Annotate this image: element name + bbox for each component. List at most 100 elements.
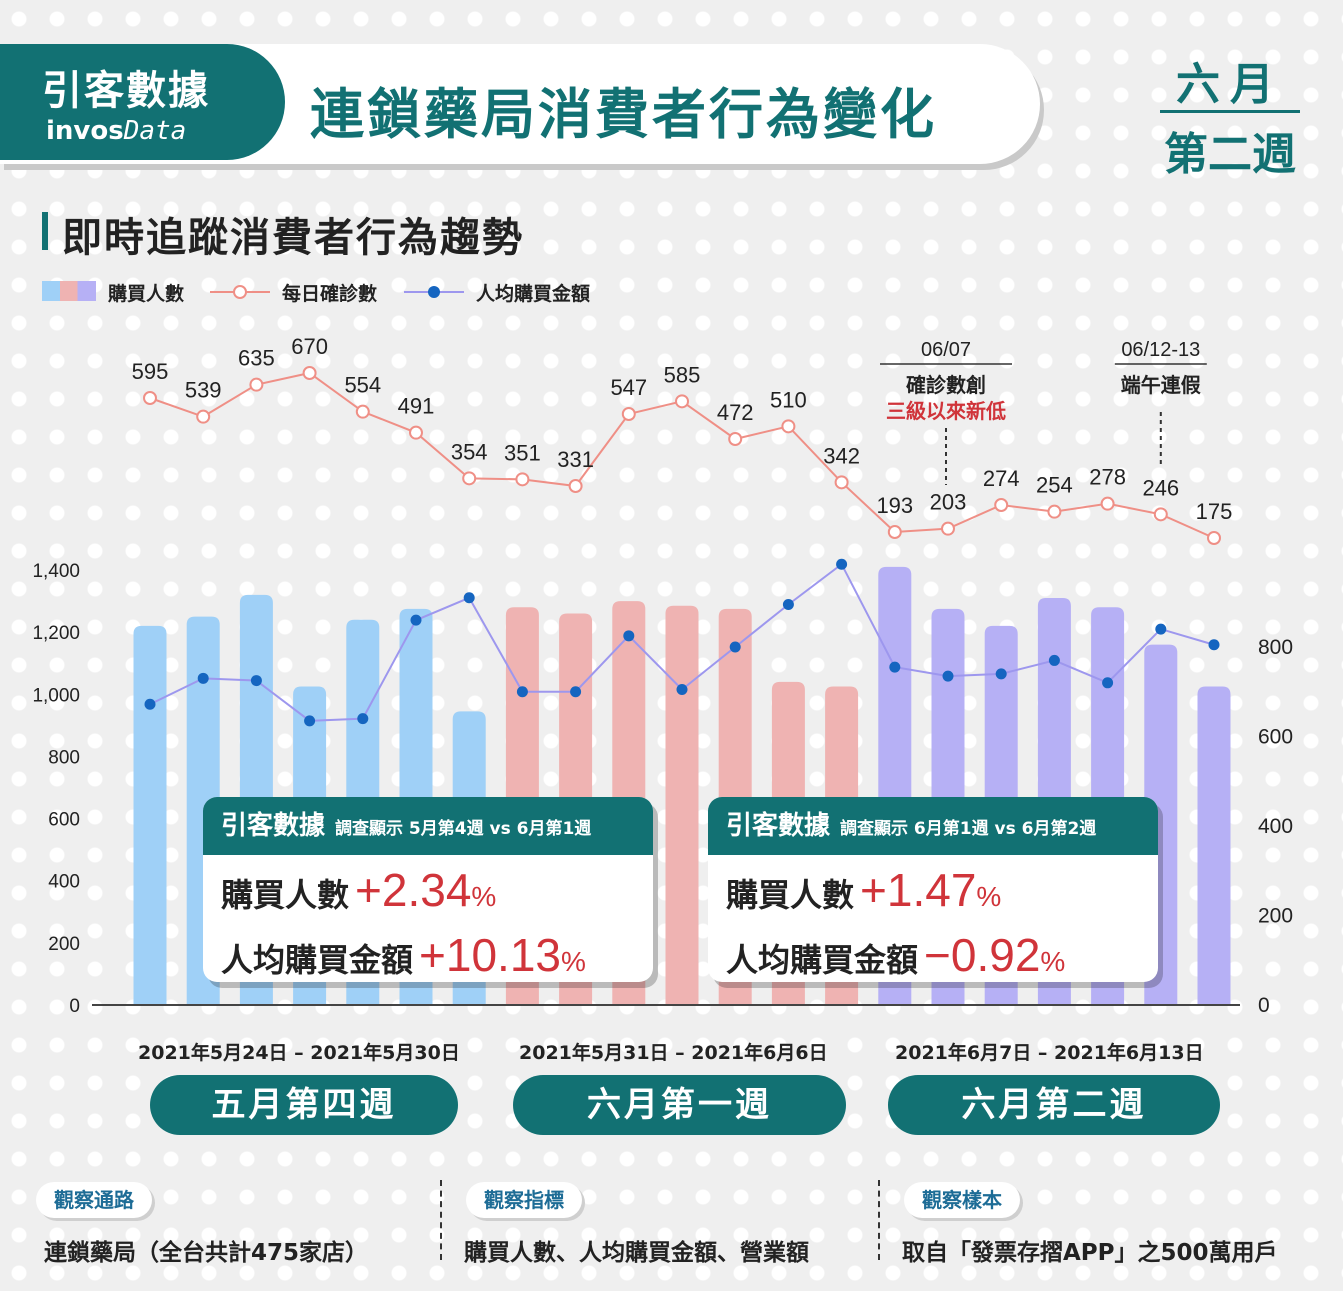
spend-point: [836, 558, 848, 570]
info-row-spend: 人均購買金額 −0.92%: [726, 929, 1066, 981]
bar-buyers: [1197, 686, 1231, 1005]
info-box-header: 引客數據 調查顯示 5月第4週 vs 6月第1週: [203, 797, 653, 855]
cases-data-label: 246: [1142, 475, 1179, 500]
cases-data-label: 203: [930, 490, 967, 515]
cases-point: [834, 475, 849, 490]
cases-data-label: 554: [344, 373, 381, 398]
cases-point: [515, 472, 530, 487]
cases-point: [728, 432, 743, 446]
cases-data-label: 585: [664, 362, 701, 387]
cases-point: [621, 407, 636, 421]
left-axis-tick: 400: [48, 872, 80, 893]
spend-point: [782, 598, 794, 610]
spend-point: [463, 592, 475, 604]
right-axis-tick: 0: [1258, 994, 1270, 1017]
cases-point: [941, 521, 955, 536]
legend-cases-label: 每日確診數: [282, 283, 378, 305]
left-axis-tick: 1,200: [32, 623, 80, 644]
week-label: 第二週: [1164, 129, 1296, 180]
page-title: 連鎖藥局消費者行為變化: [310, 83, 937, 146]
cases-point: [355, 404, 370, 419]
spend-point: [729, 641, 741, 653]
info-row-buyers: 購買人數 +2.34%: [221, 864, 497, 916]
cases-point: [887, 525, 902, 539]
cases-data-label: 547: [610, 375, 647, 400]
footer-tag-channel: 觀察通路: [36, 1182, 152, 1218]
spend-point: [570, 686, 582, 698]
info-box-header: 引客數據 調查顯示 6月第1週 vs 6月第2週: [708, 797, 1158, 855]
annotation-text: 端午連假: [1121, 373, 1202, 397]
left-axis-tick: 600: [48, 810, 80, 831]
footer-divider: [440, 1180, 442, 1260]
cases-point: [409, 425, 423, 440]
section-title: 即時追蹤消費者行為趨勢: [62, 215, 524, 261]
spend-point: [410, 614, 422, 626]
spend-point: [1155, 623, 1167, 635]
left-axis-tick: 200: [48, 934, 80, 955]
cases-data-label: 342: [823, 443, 860, 468]
right-axis-tick: 200: [1258, 905, 1293, 928]
right-axis-tick: 800: [1258, 636, 1293, 659]
info-row-buyers: 購買人數 +1.47%: [726, 864, 1002, 916]
cases-data-label: 472: [717, 400, 754, 425]
legend-buyers-label: 購買人數: [108, 283, 185, 305]
left-axis-tick: 0: [69, 996, 80, 1017]
cases-data-label: 193: [876, 493, 913, 518]
legend-spend-label: 人均購買金額: [476, 283, 591, 305]
cases-point: [1100, 496, 1115, 511]
legend-cases-swatch: [210, 285, 270, 299]
cases-data-label: 354: [451, 439, 488, 464]
left-axis-tick: 1,000: [32, 685, 80, 706]
cases-point: [143, 391, 157, 405]
left-axis-tick: 800: [48, 747, 80, 768]
cases-data-label: 254: [1036, 473, 1073, 498]
footer-text-sample: 取自「發票存摺APP」之500萬用戶: [902, 1240, 1278, 1266]
bar-buyers: [665, 605, 699, 1005]
week-range: 2021年5月24日 – 2021年5月30日: [138, 1042, 460, 1064]
spend-point: [995, 668, 1007, 680]
cases-point: [568, 479, 583, 493]
cases-point: [994, 498, 1009, 512]
cases-point: [249, 377, 264, 392]
footer-text-channel: 連鎖藥局（全台共計475家店）: [44, 1240, 369, 1266]
footer-tag-sample: 觀察樣本: [904, 1182, 1020, 1218]
cases-point: [1153, 507, 1168, 522]
week-range: 2021年5月31日 – 2021年6月6日: [519, 1042, 828, 1064]
spend-point: [144, 698, 156, 710]
cases-data-label: 595: [132, 359, 169, 384]
week-pill: 五月第四週: [150, 1075, 458, 1135]
spend-point: [1102, 677, 1114, 689]
annotation-text-highlight: 三級以來新低: [886, 399, 1006, 423]
cases-data-label: 635: [238, 346, 275, 371]
cases-point: [1047, 504, 1062, 519]
cases-point: [675, 394, 689, 409]
spend-point: [1048, 654, 1060, 666]
cases-data-label: 351: [504, 440, 541, 465]
brand-logo-text: invosData: [46, 116, 187, 146]
spend-point: [676, 684, 688, 696]
spend-point: [197, 672, 209, 684]
cases-data-label: 670: [291, 334, 328, 359]
section-marker: [42, 212, 48, 250]
cases-data-label: 539: [185, 378, 222, 403]
cases-data-label: 175: [1196, 499, 1233, 524]
cases-point: [1207, 531, 1221, 545]
brand-name: 引客數據: [42, 68, 210, 114]
brand-badge: [0, 44, 285, 160]
annotation-date: 06/12-13: [1121, 339, 1200, 361]
spend-point: [516, 686, 528, 698]
spend-point: [304, 715, 316, 727]
cases-data-label: 274: [983, 466, 1020, 491]
spend-point: [889, 661, 901, 673]
month-label: 六月: [1176, 59, 1284, 110]
cases-point: [781, 419, 796, 434]
cases-point: [302, 366, 317, 380]
bar-buyers: [133, 625, 167, 1005]
right-axis-tick: 400: [1258, 815, 1293, 838]
cases-data-label: 278: [1089, 465, 1126, 490]
spend-point: [942, 670, 954, 682]
left-axis-tick: 1,400: [32, 561, 80, 582]
spend-point: [623, 630, 635, 642]
right-axis-tick: 600: [1258, 726, 1293, 749]
cases-point: [462, 471, 477, 486]
